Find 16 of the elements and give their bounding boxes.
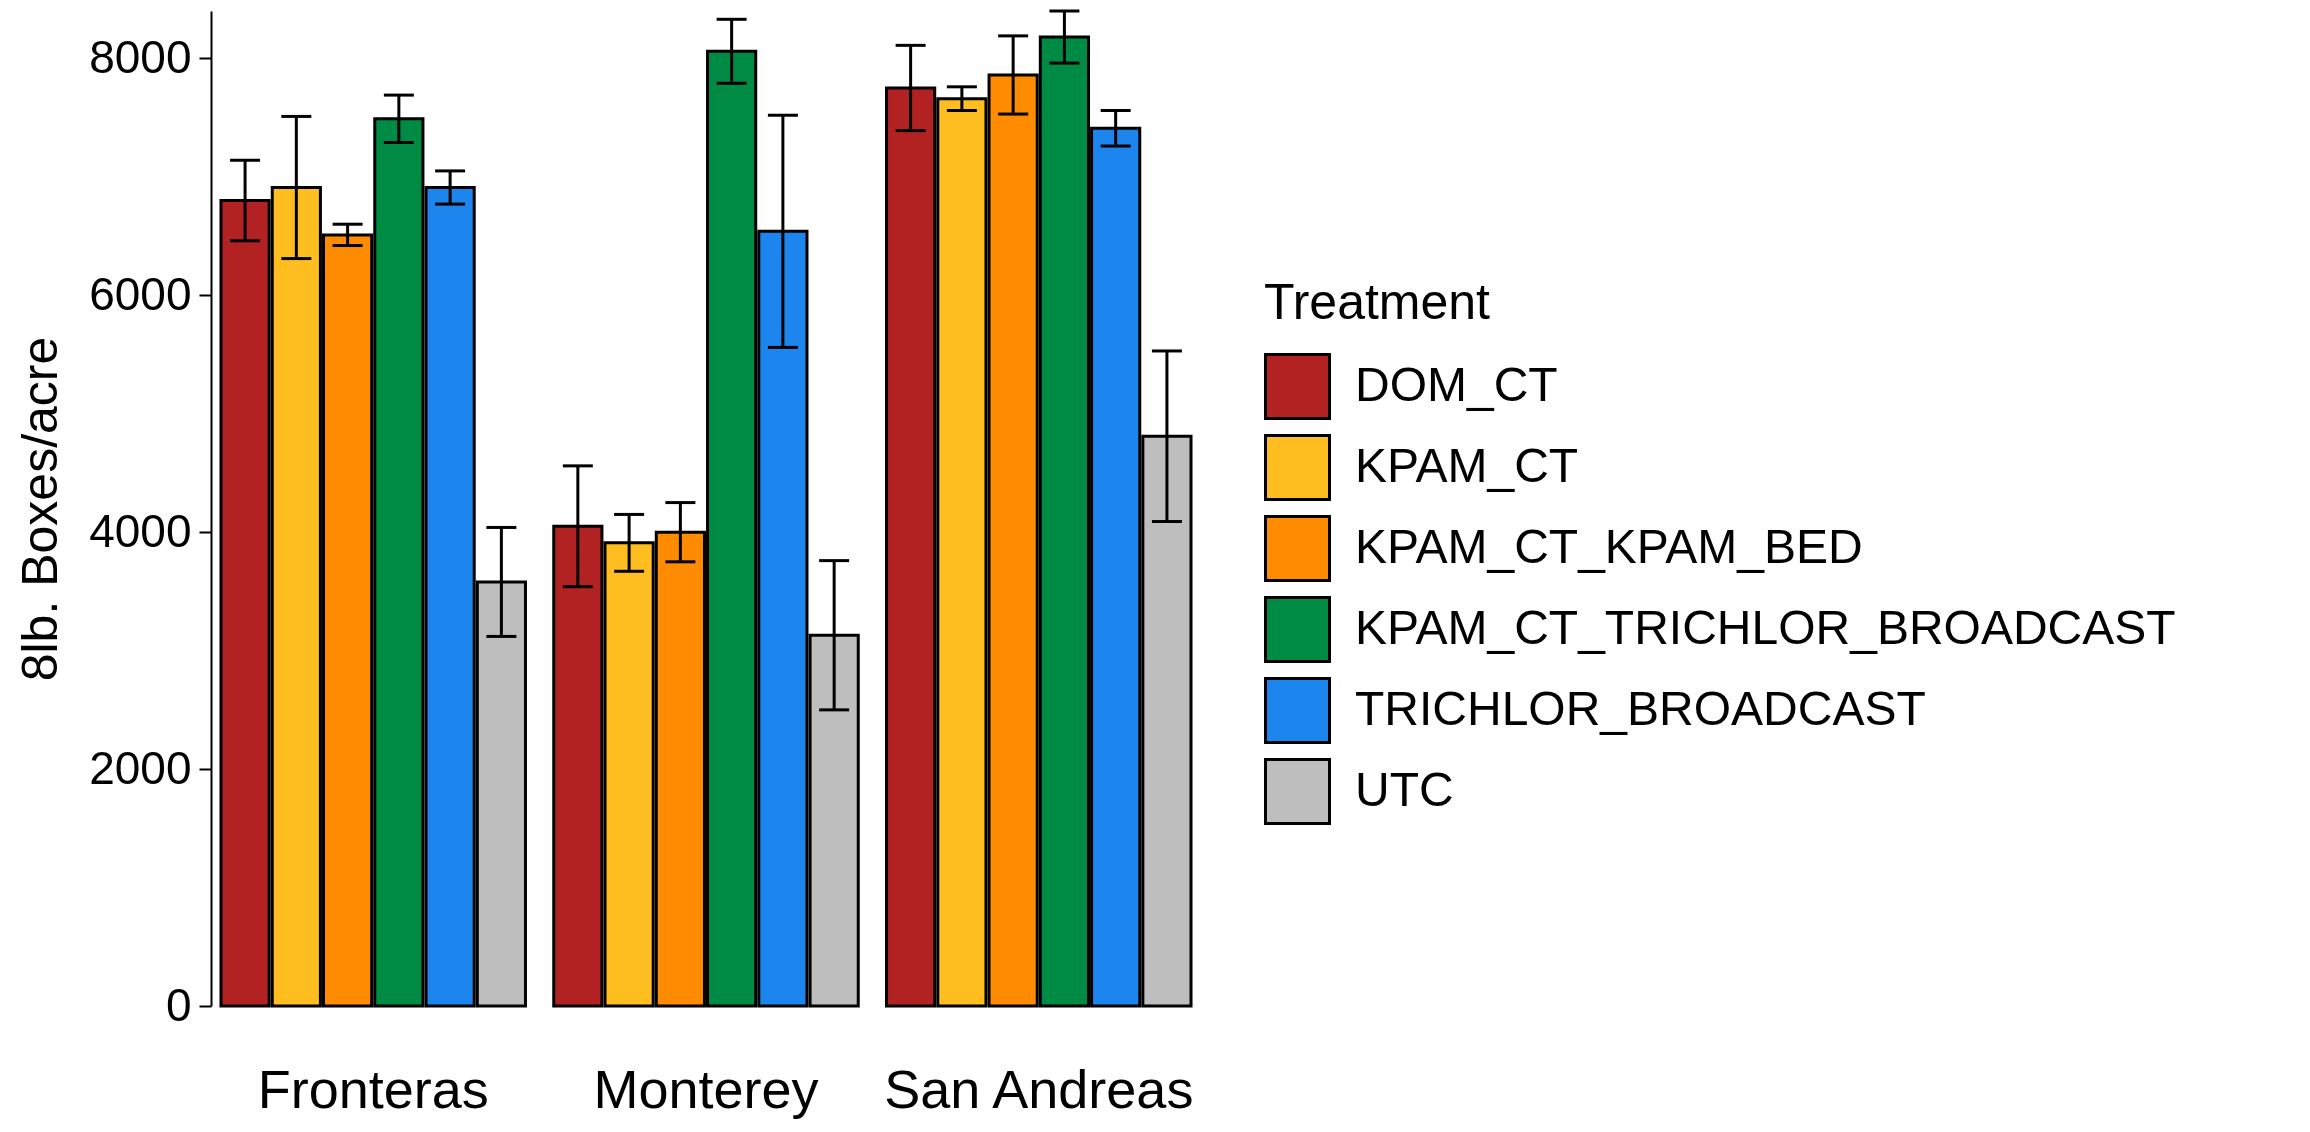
legend-label: KPAM_CT_TRICHLOR_BROADCAST xyxy=(1355,600,2176,654)
y-tick-label: 2000 xyxy=(89,741,192,794)
legend-label: UTC xyxy=(1355,762,1454,816)
x-tick-label: Fronteras xyxy=(257,1058,489,1119)
legend-label: KPAM_CT_KPAM_BED xyxy=(1355,519,1863,573)
y-tick-label: 8000 xyxy=(89,30,192,83)
legend-title: Treatment xyxy=(1264,274,1491,330)
x-tick-label: Monterey xyxy=(593,1058,819,1119)
legend-label: DOM_CT xyxy=(1355,357,1558,411)
y-axis-title: 8lb. Boxes/acre xyxy=(12,336,69,682)
legend-label: KPAM_CT xyxy=(1355,438,1579,492)
y-tick-label: 6000 xyxy=(89,267,192,320)
y-tick-label: 4000 xyxy=(89,504,192,557)
legend-label: TRICHLOR_BROADCAST xyxy=(1355,681,1926,735)
y-tick-label: 0 xyxy=(165,978,192,1031)
x-tick-label: San Andreas xyxy=(884,1058,1194,1119)
